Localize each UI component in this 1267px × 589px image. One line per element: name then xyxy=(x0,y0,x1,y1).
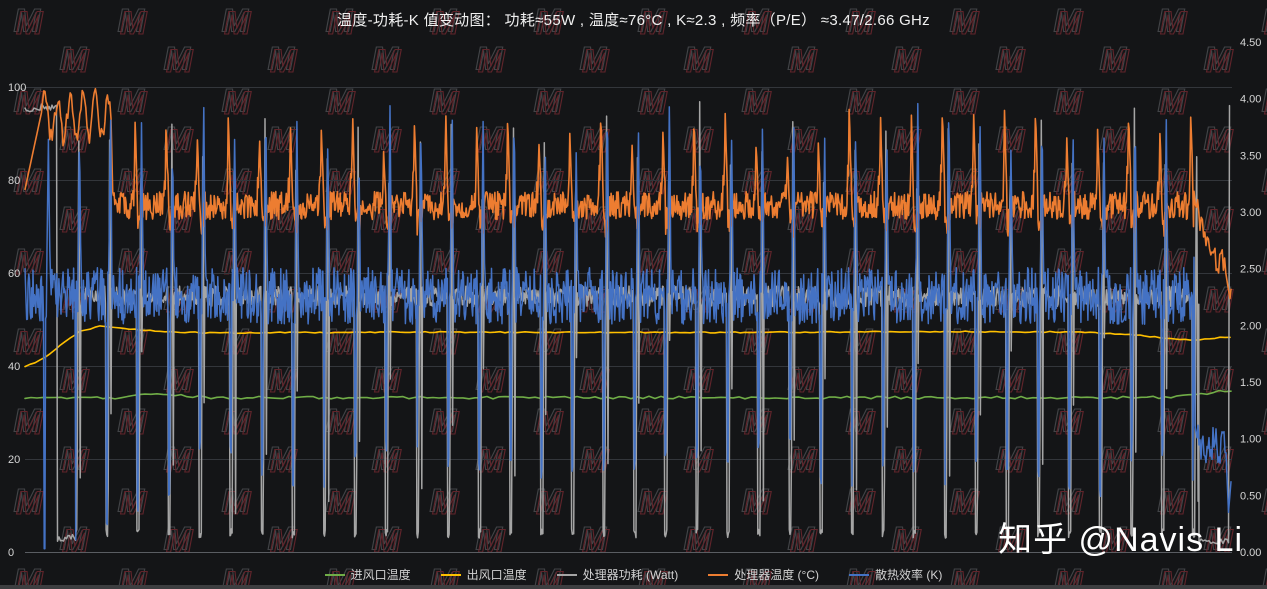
zhihu-watermark: 知乎 @Navis Li xyxy=(998,521,1243,559)
y-right-tick-label: 0.50 xyxy=(1240,490,1261,502)
y-left-tick-label: 80 xyxy=(8,175,20,187)
legend-swatch xyxy=(324,573,345,576)
legend-label: 进风口温度 xyxy=(350,568,411,582)
legend-label: 出风口温度 xyxy=(466,568,527,582)
legend-swatch xyxy=(440,573,461,576)
series-lines xyxy=(24,87,1232,550)
series-line-1 xyxy=(24,325,1231,368)
legend-item: 散热效率 (K) xyxy=(849,566,942,583)
y-right-tick-label: 3.50 xyxy=(1240,150,1261,162)
y-right-tick-label: 4.00 xyxy=(1240,94,1261,106)
bottom-bar xyxy=(0,585,1267,589)
y-right-tick-label: 1.50 xyxy=(1240,377,1261,389)
legend-label: 处理器温度 (°C) xyxy=(734,568,820,582)
y-right-tick-label: 3.00 xyxy=(1240,207,1261,219)
legend-label: 处理器功耗 (Watt) xyxy=(582,568,679,582)
y-right-tick-label: 2.00 xyxy=(1240,320,1261,332)
y-left-tick-label: 100 xyxy=(8,82,26,94)
chart-legend: 进风口温度 出风口温度 处理器功耗 (Watt) 处理器温度 (°C) 散热效率 (K) xyxy=(0,566,1267,583)
legend-item: 处理器温度 (°C) xyxy=(708,566,819,583)
axis-tick-labels: 100 80 60 40 20 0 4.50 4.00 3.50 3.00 2.50 2.00 1.50… xyxy=(8,37,1261,559)
series-line-3 xyxy=(24,87,1232,300)
y-right-tick-label: 0.00 xyxy=(1240,547,1261,559)
series-line-2 xyxy=(24,100,1231,545)
y-left-tick-label: 60 xyxy=(8,268,20,280)
legend-swatch xyxy=(708,573,729,576)
y-left-tick-label: 40 xyxy=(8,361,20,373)
gridlines xyxy=(25,87,1232,553)
series-line-4 xyxy=(24,102,1232,550)
legend-item: 进风口温度 xyxy=(324,566,411,583)
series-line-0 xyxy=(24,389,1232,400)
legend-label: 散热效率 (K) xyxy=(875,568,943,582)
y-right-tick-label: 2.50 xyxy=(1240,264,1261,276)
chart-title: 温度-功耗-K 值变动图： 功耗≈55W , 温度≈76°C , K≈2.3 ,… xyxy=(337,12,930,29)
y-right-tick-label: 1.00 xyxy=(1240,434,1261,446)
y-right-tick-label: 4.50 xyxy=(1240,37,1261,49)
legend-swatch xyxy=(849,573,870,576)
y-left-tick-label: 0 xyxy=(8,547,14,559)
legend-item: 处理器功耗 (Watt) xyxy=(556,566,679,583)
legend-item: 出风口温度 xyxy=(440,566,527,583)
y-left-tick-label: 20 xyxy=(8,454,20,466)
legend-swatch xyxy=(556,573,577,576)
